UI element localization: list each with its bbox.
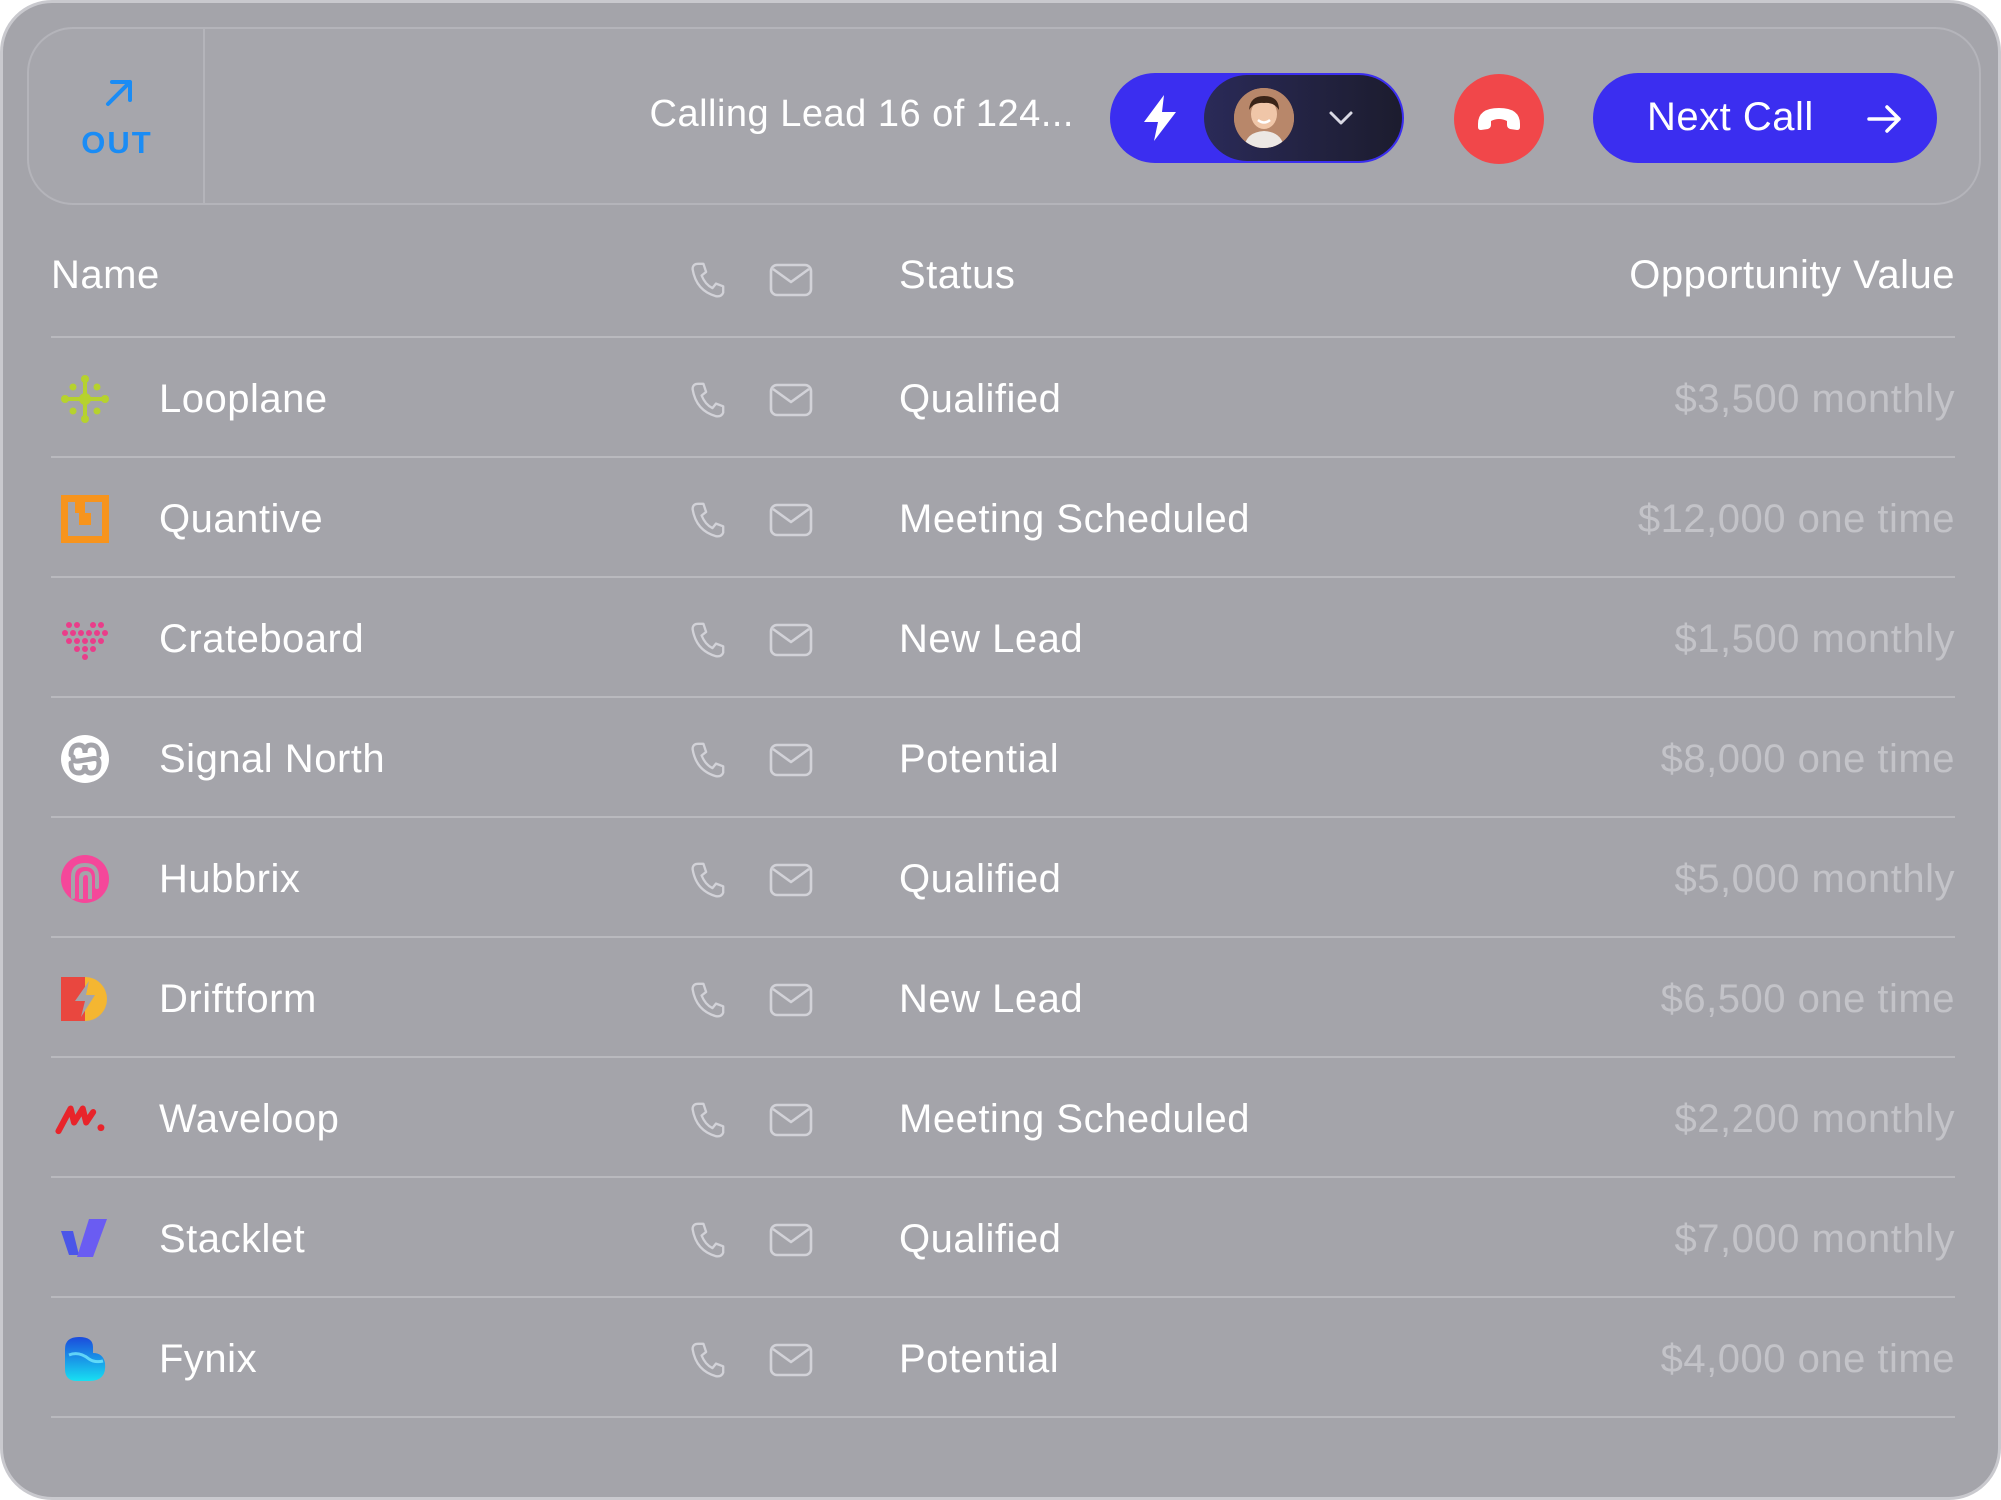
email-lead-mail-icon[interactable] [769,983,813,1017]
lead-status: Potential [899,737,1060,781]
call-direction-label: OUT [81,125,153,160]
call-lead-phone-icon[interactable] [689,619,725,661]
call-lead-phone-icon[interactable] [689,499,725,541]
looplane-logo-icon [61,375,109,423]
email-lead-mail-icon[interactable] [769,1223,813,1257]
table-divider [51,456,1955,458]
column-header-status[interactable]: Status [899,253,1016,297]
table-row[interactable]: Crateboard New Lead $1,500 monthly [51,579,1955,699]
driftform-logo-icon [61,977,107,1021]
table-divider [51,1056,1955,1058]
lead-status: Qualified [899,377,1062,421]
lead-status: New Lead [899,977,1084,1021]
table-row[interactable]: Hubbrix Qualified $5,000 monthly [51,819,1955,939]
lead-name[interactable]: Looplane [159,377,328,421]
person-avatar-icon [1234,88,1294,148]
lead-name[interactable]: Driftform [159,977,317,1021]
arrow-up-right-icon [106,80,132,106]
table-row[interactable]: Stacklet Qualified $7,000 monthly [51,1179,1955,1299]
mail-icon [769,263,813,297]
table-divider [51,336,1955,338]
call-lead-phone-icon[interactable] [689,859,725,901]
table-divider [51,576,1955,578]
lead-status: New Lead [899,617,1084,661]
email-lead-mail-icon[interactable] [769,1343,813,1377]
table-divider [51,1416,1955,1418]
opportunity-value: $1,500 monthly [1674,617,1955,661]
call-lead-phone-icon[interactable] [689,1219,725,1261]
lead-name[interactable]: Hubbrix [159,857,301,901]
call-lead-phone-icon[interactable] [689,739,725,781]
call-direction-indicator: OUT [29,29,205,203]
table-row[interactable]: Waveloop Meeting Scheduled $2,200 monthl… [51,1059,1955,1179]
opportunity-value: $6,500 one time [1660,977,1955,1021]
lead-status: Meeting Scheduled [899,497,1250,541]
hang-up-button[interactable] [1454,74,1544,164]
phone-icon [691,262,725,298]
fynix-logo-icon [65,1337,106,1381]
stacklet-logo-icon [61,1219,107,1257]
opportunity-value: $3,500 monthly [1674,377,1955,421]
quantive-logo-icon [61,495,109,543]
email-lead-mail-icon[interactable] [769,863,813,897]
lead-name[interactable]: Quantive [159,497,324,541]
column-header-opportunity-value[interactable]: Opportunity Value [1629,253,1955,297]
table-divider [51,1176,1955,1178]
agent-selector[interactable] [1110,73,1404,163]
hubbrix-logo-icon [61,855,109,903]
call-lead-phone-icon[interactable] [689,1339,725,1381]
lead-status: Potential [899,1337,1060,1381]
lead-name[interactable]: Fynix [159,1337,258,1381]
opportunity-value: $12,000 one time [1637,497,1955,541]
lead-name[interactable]: Waveloop [159,1097,340,1141]
column-header-name[interactable]: Name [51,253,160,297]
next-call-button[interactable]: Next Call [1593,73,1937,163]
table-row[interactable]: Fynix Potential $4,000 one time [51,1299,1955,1419]
lead-name[interactable]: Stacklet [159,1217,306,1261]
table-row[interactable]: Driftform New Lead $6,500 one time [51,939,1955,1059]
table-row[interactable]: Signal North Potential $8,000 one time [51,699,1955,819]
table-divider [51,696,1955,698]
signal-north-logo-icon [61,735,109,783]
agent-avatar [1234,88,1294,148]
agent-dropdown[interactable] [1204,75,1402,161]
email-lead-mail-icon[interactable] [769,503,813,537]
email-lead-mail-icon[interactable] [769,1103,813,1137]
chevron-down-icon [1329,111,1353,125]
table-row[interactable]: Quantive Meeting Scheduled $12,000 one t… [51,459,1955,579]
opportunity-value: $7,000 monthly [1674,1217,1955,1261]
opportunity-value: $5,000 monthly [1674,857,1955,901]
call-lead-phone-icon[interactable] [689,979,725,1021]
table-row[interactable]: Looplane Qualified $3,500 monthly [51,339,1955,459]
email-lead-mail-icon[interactable] [769,383,813,417]
next-call-label: Next Call [1647,95,1814,139]
opportunity-value: $8,000 one time [1660,737,1955,781]
crateboard-logo-icon [62,622,108,660]
phone-hangup-icon [1478,108,1520,130]
lead-name[interactable]: Signal North [159,737,386,781]
call-lead-phone-icon[interactable] [689,379,725,421]
lead-status: Meeting Scheduled [899,1097,1250,1141]
lead-status: Qualified [899,1217,1062,1261]
email-lead-mail-icon[interactable] [769,743,813,777]
waveloop-logo-icon [55,1105,105,1135]
table-header: Name Status Opportunity Value [51,221,1955,337]
table-divider [51,816,1955,818]
lead-status: Qualified [899,857,1062,901]
lead-name[interactable]: Crateboard [159,617,365,661]
call-lead-phone-icon[interactable] [689,1099,725,1141]
table-divider [51,1296,1955,1298]
table-divider [51,936,1955,938]
arrow-right-icon [1867,105,1901,133]
call-status-text: Calling Lead 16 of 124... [649,93,1074,135]
email-lead-mail-icon[interactable] [769,623,813,657]
opportunity-value: $4,000 one time [1660,1337,1955,1381]
call-bar: OUT Calling Lead 16 of 124... [27,27,1981,205]
opportunity-value: $2,200 monthly [1674,1097,1955,1141]
lightning-bolt-icon [1144,95,1176,141]
